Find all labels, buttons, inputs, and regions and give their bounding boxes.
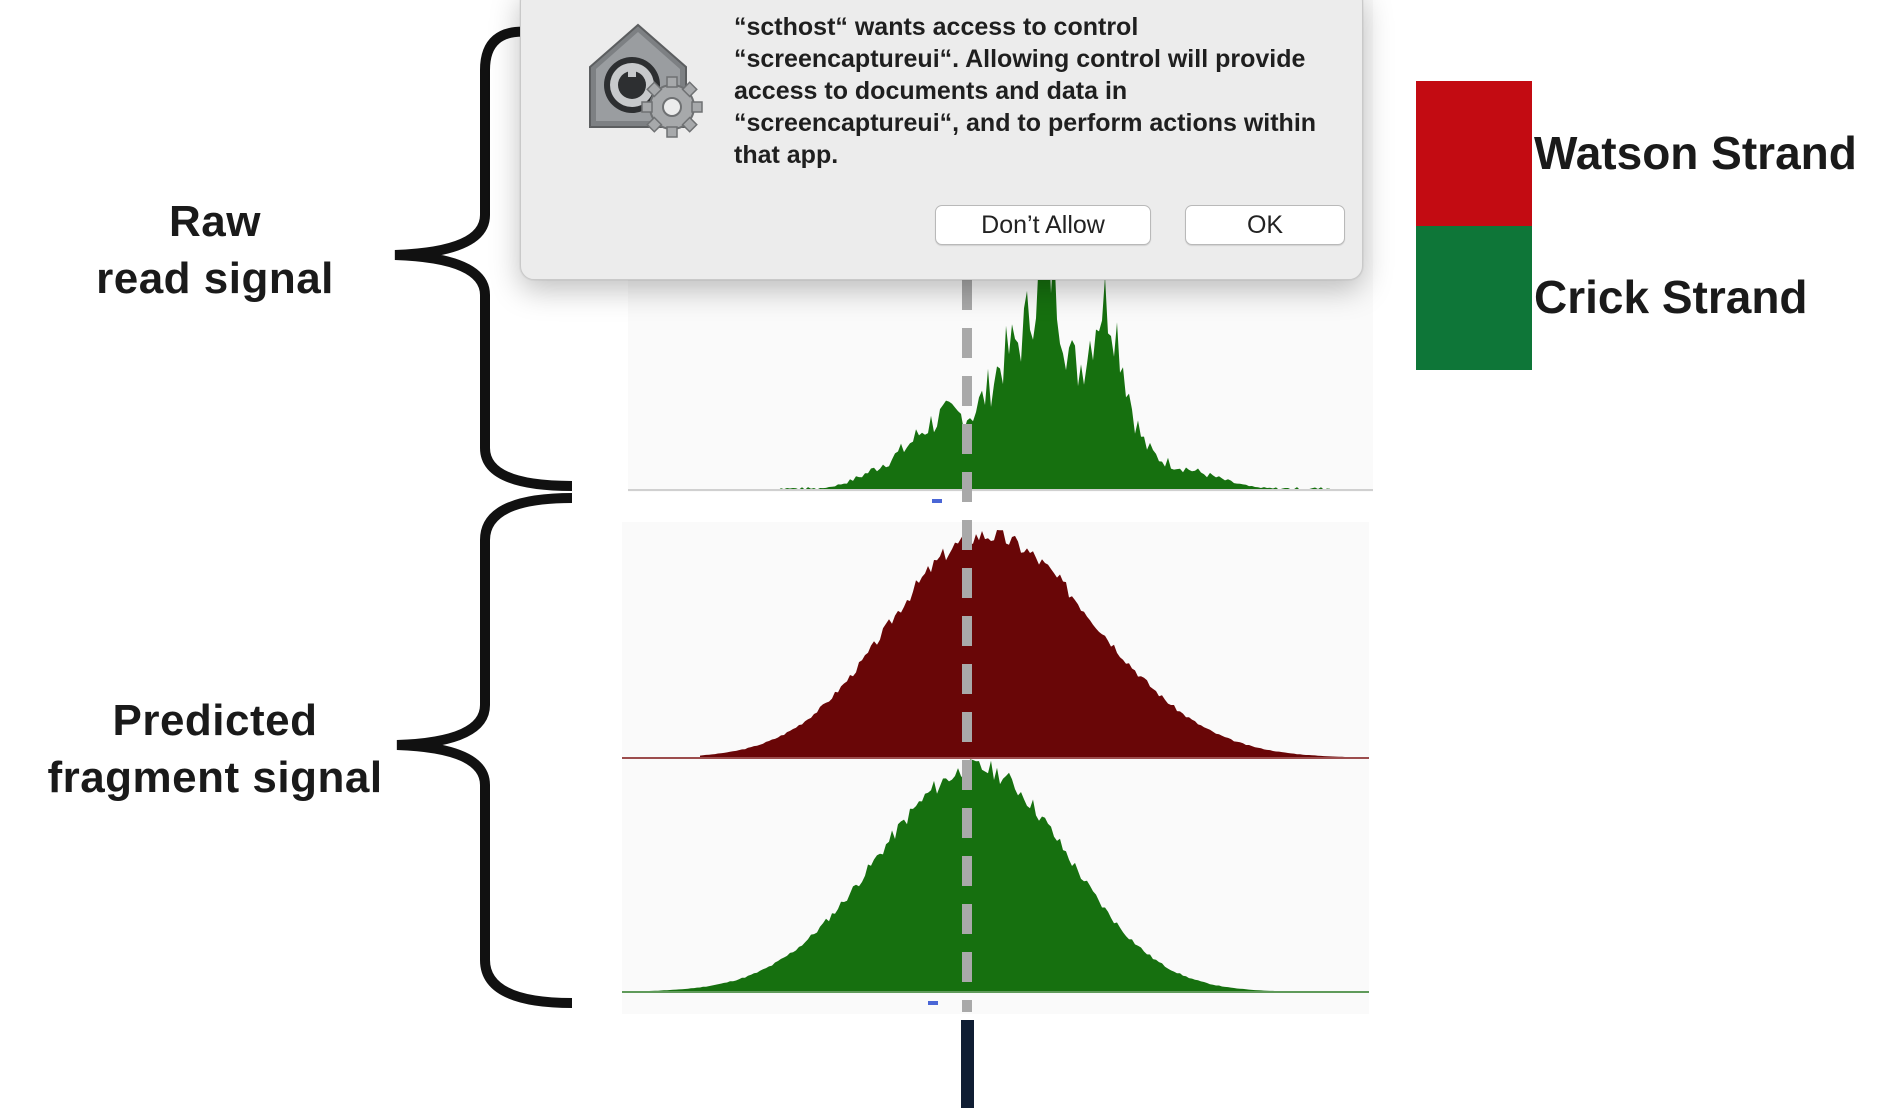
ok-button[interactable]: OK — [1185, 205, 1345, 245]
dialog-message: “scthost“ wants access to control “scree… — [734, 13, 1317, 169]
watson-fragment-signal-area — [700, 530, 1369, 758]
predicted-brace — [396, 493, 573, 1008]
raw-track-marker — [932, 499, 942, 503]
dont-allow-button[interactable]: Don’t Allow — [935, 205, 1151, 245]
crick-track-marker — [928, 1001, 938, 1005]
crick-legend-label: Crick Strand — [1534, 271, 1808, 323]
bottom-dark-bar — [961, 1020, 974, 1108]
watson-legend-label: Watson Strand — [1534, 127, 1857, 179]
raw-label-line1: Raw — [169, 197, 261, 246]
crick-legend-swatch — [1416, 226, 1532, 370]
raw-brace — [394, 26, 573, 491]
raw-label-line2: read signal — [96, 254, 334, 303]
watson-legend-swatch — [1416, 81, 1532, 226]
raw-read-signal-area — [760, 222, 1330, 490]
crick-fragment-signal-area — [640, 759, 1369, 992]
security-preferences-gear-icon — [589, 23, 703, 138]
predicted-label-line2: fragment signal — [47, 753, 383, 802]
raw-read-signal-label: Raw read signal — [60, 193, 370, 307]
predicted-fragment-signal-label: Predicted fragment signal — [20, 692, 410, 806]
access-permission-dialog: “scthost“ wants access to control “scree… — [520, 0, 1363, 280]
predicted-label-line1: Predicted — [112, 696, 318, 745]
